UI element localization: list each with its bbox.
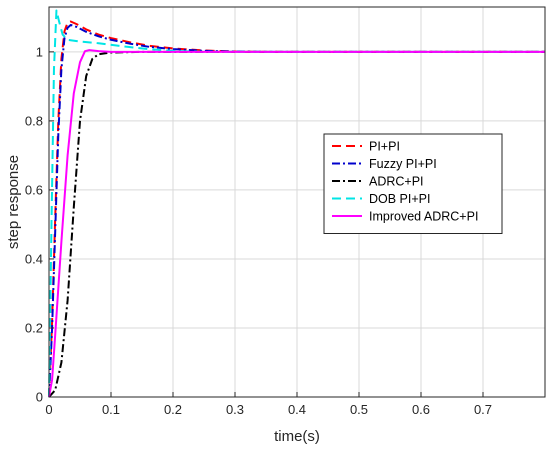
series-line-4 — [48, 9, 545, 398]
axis-ticks: 0 0.1 0.2 0.3 0.4 0.5 0.6 0.7 0 0.2 0.4 0.6 0.8 1 — [25, 44, 492, 417]
x-tick-label: 0 — [45, 402, 52, 417]
y-tick-label: 0.2 — [25, 320, 43, 335]
series-lines — [48, 9, 545, 398]
legend-entry: PI+PI — [369, 140, 400, 154]
y-tick-label: 0.6 — [25, 182, 43, 197]
x-tick-label: 0.4 — [288, 402, 306, 417]
x-axis-label: time(s) — [274, 428, 320, 445]
y-axis-label: step response — [5, 155, 22, 249]
legend-entry: DOB PI+PI — [369, 192, 430, 206]
series-line-2 — [48, 23, 545, 398]
legend-entry: Improved ADRC+PI — [369, 210, 478, 224]
x-tick-label: 0.1 — [102, 402, 120, 417]
series-line-1 — [48, 20, 545, 398]
x-tick-label: 0.6 — [412, 402, 430, 417]
y-tick-label: 0.4 — [25, 251, 43, 266]
legend-entry: ADRC+PI — [369, 175, 424, 189]
legend: PI+PI Fuzzy PI+PI ADRC+PI DOB PI+PI Improved… — [323, 133, 503, 234]
y-tick-label: 0 — [36, 390, 43, 405]
y-tick-label: 1 — [36, 44, 43, 59]
x-tick-label: 0.2 — [164, 402, 182, 417]
series-line-5 — [48, 49, 545, 398]
x-tick-label: 0.7 — [474, 402, 492, 417]
x-tick-label: 0.5 — [350, 402, 368, 417]
y-tick-label: 0.8 — [25, 113, 43, 128]
x-tick-label: 0.3 — [226, 402, 244, 417]
legend-entry: Fuzzy PI+PI — [369, 157, 437, 171]
